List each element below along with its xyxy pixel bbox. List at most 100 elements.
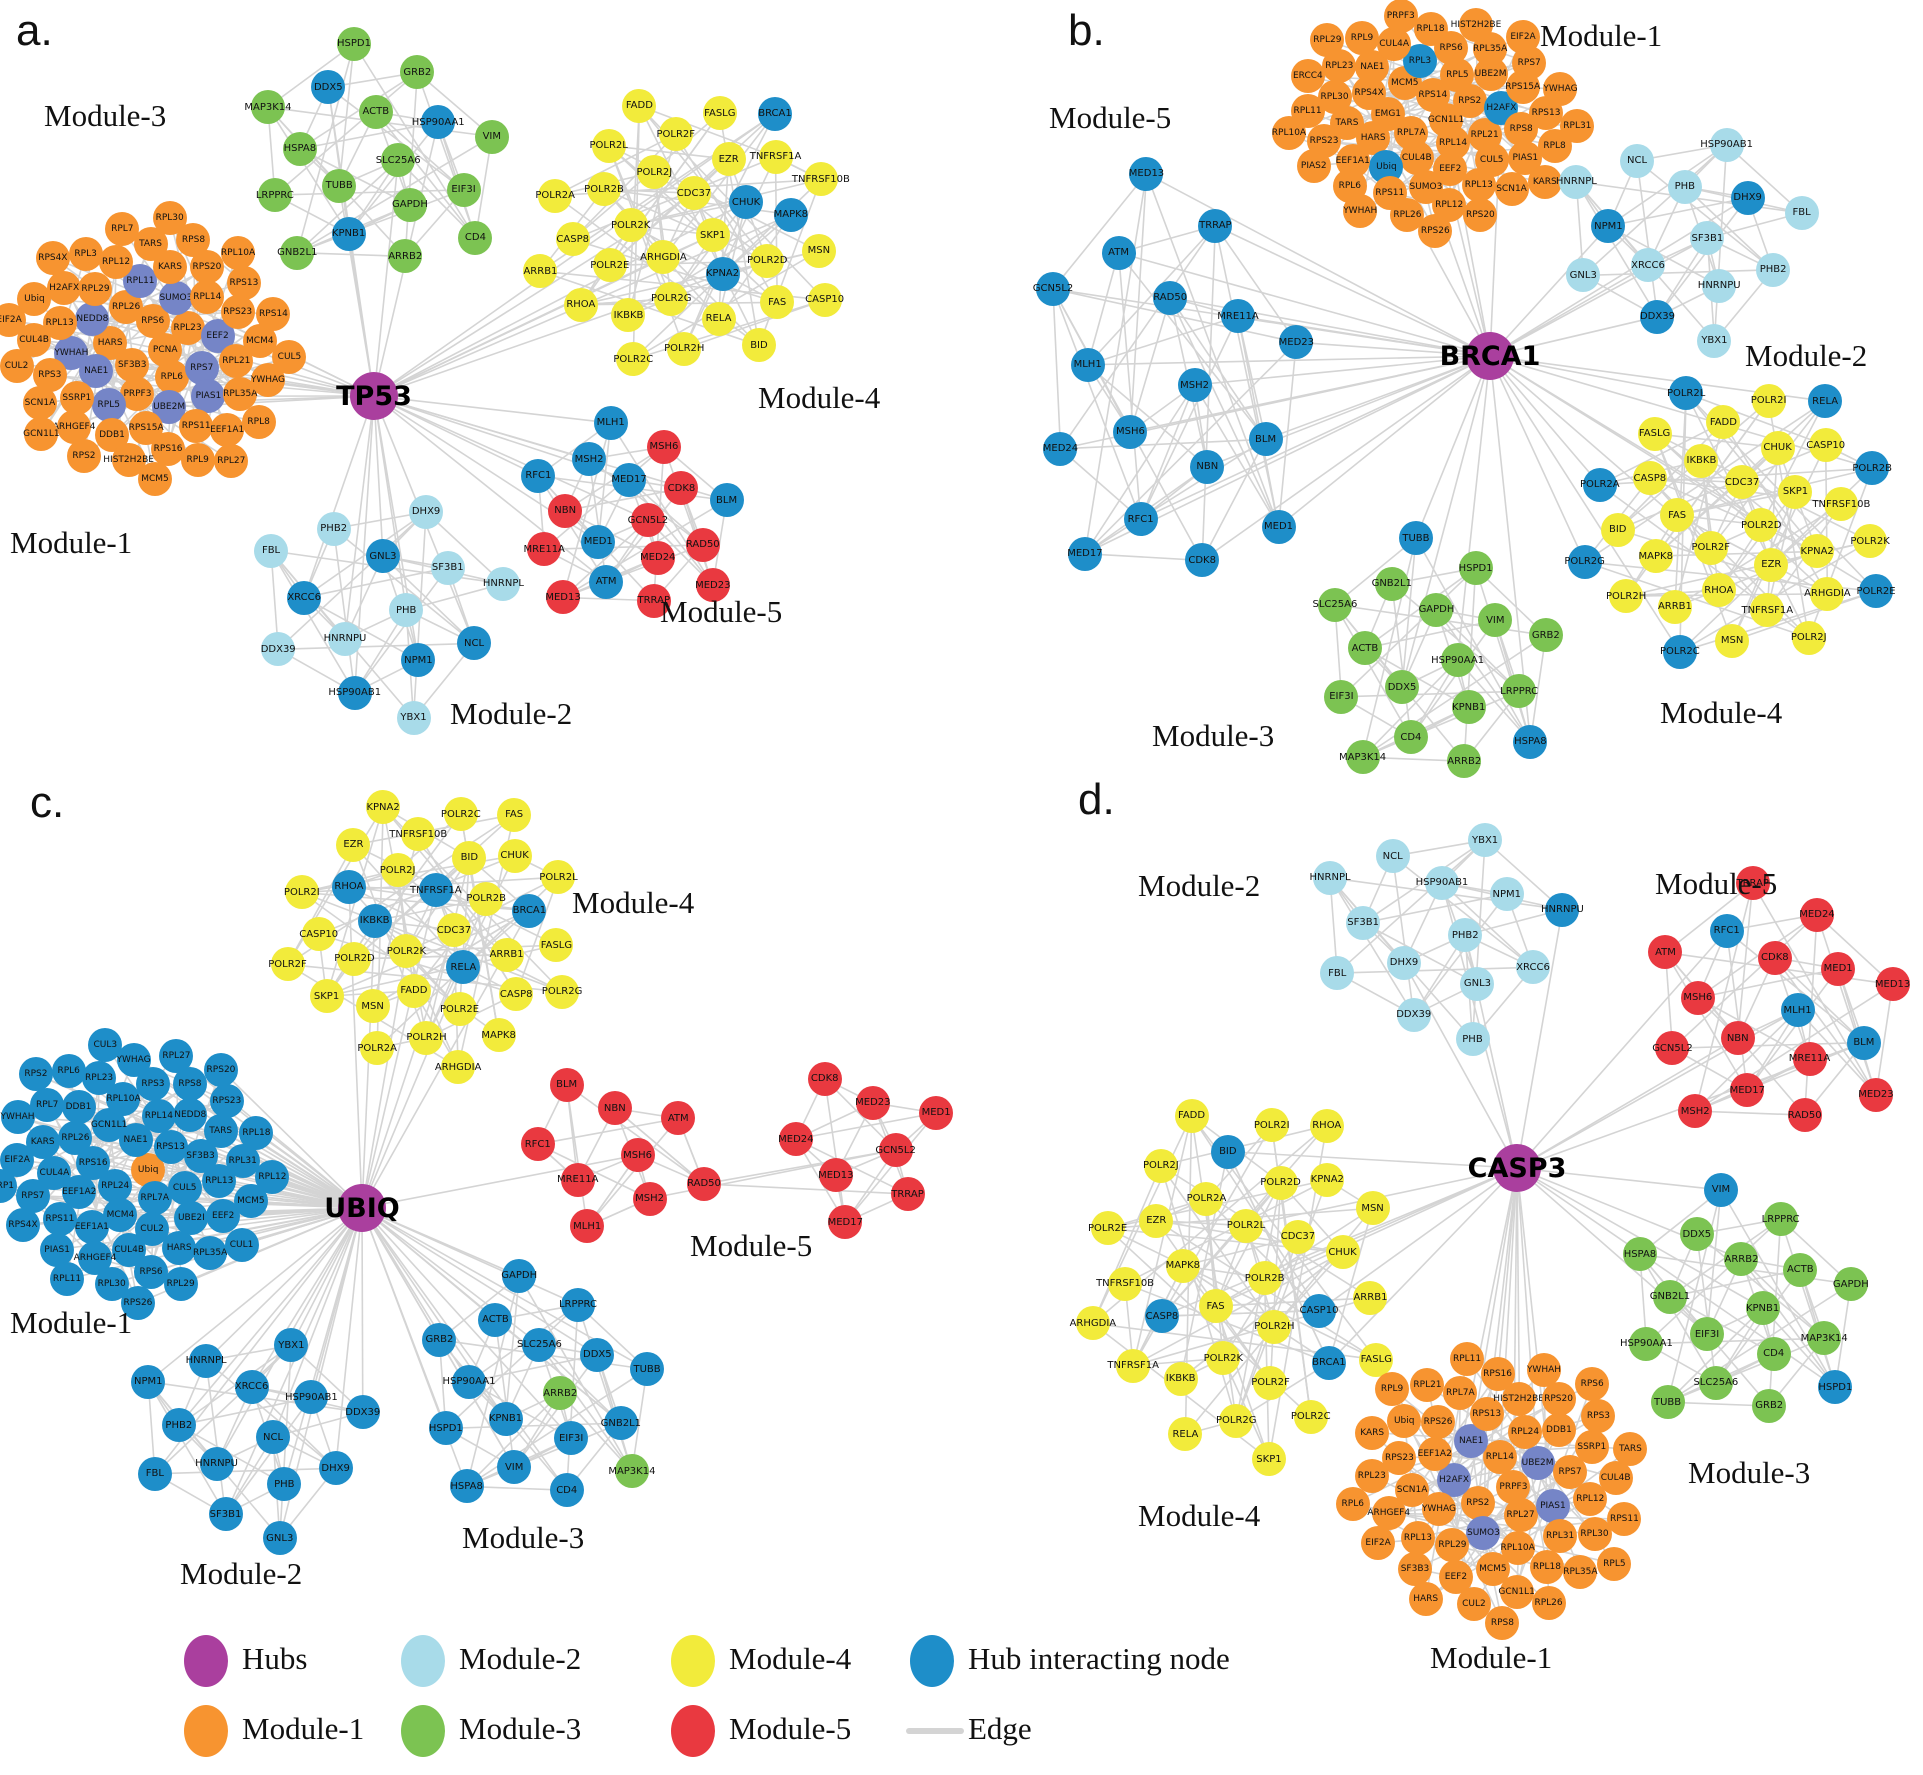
node-ywhag: YWHAG <box>116 1042 151 1077</box>
node-ncl: NCL <box>256 1420 291 1454</box>
node-arhgef4: ARHGEF4 <box>1367 1496 1410 1531</box>
node-cd4: CD4 <box>1393 720 1428 755</box>
node-med13: MED13 <box>545 580 581 615</box>
node-chuk: CHUK <box>1760 430 1795 465</box>
node-slc25a6: SLC25A6 <box>1313 587 1357 622</box>
node-rpl13: RPL13 <box>1461 168 1496 203</box>
node-atm: ATM <box>1648 935 1683 970</box>
node-arhgdia: ARHGDIA <box>435 1050 481 1085</box>
node-rps13: RPS13 <box>1469 1396 1504 1431</box>
node-msh6: MSH6 <box>1680 980 1715 1015</box>
node-sf3b3: SF3B3 <box>1397 1551 1432 1586</box>
node-hspa8: HSPA8 <box>449 1469 484 1504</box>
node-hsp90ab1: HSP90AB1 <box>328 675 381 710</box>
node-rpl6: RPL6 <box>51 1053 86 1088</box>
node-atm: ATM <box>589 564 624 599</box>
node-rps8: RPS8 <box>1485 1606 1520 1641</box>
hub-node-tp53: TP53 <box>336 372 412 420</box>
node-mlh1: MLH1 <box>1070 347 1105 382</box>
node-rela: RELA <box>446 950 481 984</box>
node-polr2d: POLR2D <box>334 941 375 976</box>
node-rela: RELA <box>1168 1417 1203 1452</box>
node-ezr: EZR <box>1754 547 1789 582</box>
node-kpna2: KPNA2 <box>1310 1162 1345 1197</box>
legend-label: Module-2 <box>459 1641 582 1676</box>
node-polr2b: POLR2B <box>1245 1261 1284 1295</box>
node-fbl: FBL <box>1320 956 1355 991</box>
node-pias1: PIAS1 <box>1535 1488 1570 1523</box>
node-msn: MSN <box>1355 1191 1390 1226</box>
node-arhgdia: ARHGDIA <box>1070 1306 1116 1341</box>
node-polr2i: POLR2I <box>1751 383 1786 418</box>
node-fas: FAS <box>1660 498 1695 533</box>
node-grb2: GRB2 <box>1752 1388 1787 1423</box>
node-msh6: MSH6 <box>620 1138 655 1172</box>
node-polr2b: POLR2B <box>584 172 624 207</box>
node-hsp90aa1: HSP90AA1 <box>443 1364 495 1399</box>
node-npm1: NPM1 <box>401 643 436 678</box>
node-ybx1: YBX1 <box>1697 323 1732 358</box>
node-tubb: TUBB <box>1398 521 1433 556</box>
node-fadd: FADD <box>622 88 657 123</box>
module-label: Module-2 <box>450 696 573 731</box>
node-polr2d: POLR2D <box>1260 1165 1301 1200</box>
node-polr2a: POLR2A <box>535 178 575 213</box>
node-bid: BID <box>741 328 776 363</box>
node-med13: MED13 <box>818 1158 853 1193</box>
node-rpl27: RPL27 <box>214 443 249 478</box>
node-polr2c: POLR2C <box>1291 1399 1331 1434</box>
module-label: Module-1 <box>1430 1640 1553 1675</box>
module-label: Module-5 <box>1655 866 1778 901</box>
node-hnrnpl: HNRNPL <box>1310 860 1351 895</box>
node-scn1a: SCN1A <box>22 385 57 420</box>
node-gapdh: GAPDH <box>1833 1267 1869 1302</box>
node-dhx9: DHX9 <box>318 1451 353 1486</box>
node-ybx1: YBX1 <box>274 1328 309 1363</box>
node-faslg: FASLG <box>539 928 574 963</box>
node-gapdh: GAPDH <box>1419 592 1454 627</box>
node-med24: MED24 <box>1043 431 1078 466</box>
node-rps20: RPS20 <box>1463 197 1498 232</box>
node-polr2j: POLR2J <box>380 853 415 888</box>
node-prpf3: PRPF3 <box>120 376 155 411</box>
module-label: Module-4 <box>572 885 695 920</box>
node-nedd8: NEDD8 <box>75 301 110 336</box>
legend-swatch-m2 <box>401 1635 445 1687</box>
node-med1: MED1 <box>1261 509 1296 544</box>
module-label: Module-3 <box>44 98 167 133</box>
node-polr2g: POLR2G <box>651 281 692 316</box>
node-med23: MED23 <box>695 568 730 603</box>
node-rps26: RPS26 <box>120 1286 155 1321</box>
node-polr2b: POLR2B <box>466 881 506 916</box>
node-hist2h2be: HIST2H2BE <box>1451 8 1501 43</box>
node-trrap: TRRAP <box>636 583 671 618</box>
node-arrb1: ARRB1 <box>1353 1280 1388 1315</box>
node-rpl30: RPL30 <box>1317 79 1352 114</box>
node-polr2e: POLR2E <box>440 992 479 1027</box>
node-skp1: SKP1 <box>309 979 344 1014</box>
node-polr2l: POLR2L <box>539 860 578 895</box>
node-hnrnpu: HNRNPU <box>1541 892 1584 927</box>
node-nbn: NBN <box>1190 449 1225 484</box>
node-rpl13: RPL13 <box>1400 1520 1435 1555</box>
node-rpl29: RPL29 <box>78 271 113 306</box>
node-hspd1: HSPD1 <box>336 26 371 61</box>
legend-swatch-m1 <box>184 1705 228 1757</box>
node-grb2: GRB2 <box>422 1322 457 1357</box>
node-polr2f: POLR2F <box>268 947 307 982</box>
node-fadd: FADD <box>1174 1098 1209 1133</box>
node-blm: BLM <box>1846 1025 1881 1060</box>
node-rpl14: RPL14 <box>190 279 225 314</box>
node-hspd1: HSPD1 <box>1818 1370 1853 1405</box>
node-polr2a: POLR2A <box>357 1031 397 1066</box>
node-rps16: RPS16 <box>1480 1357 1515 1392</box>
node-polr2a: POLR2A <box>1580 467 1620 502</box>
node-hnrnpu: HNRNPU <box>324 621 366 656</box>
node-faslg: FASLG <box>1637 416 1672 451</box>
node-cul4a: CUL4A <box>1377 26 1412 61</box>
node-casp8: CASP8 <box>555 222 590 257</box>
node-polr2g: POLR2G <box>1216 1403 1257 1438</box>
node-blm: BLM <box>549 1067 584 1102</box>
